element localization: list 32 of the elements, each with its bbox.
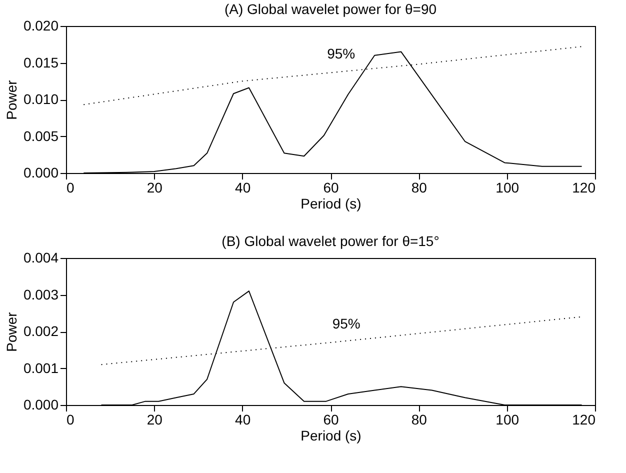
- x-tick-label: 80: [411, 180, 428, 196]
- x-axis-title: Period (s): [300, 428, 362, 444]
- x-tick-label: 100: [496, 180, 520, 196]
- y-tick-label: 0.003: [23, 286, 59, 302]
- chart-title: (A) Global wavelet power for θ=90: [224, 1, 437, 17]
- x-tick-label: 100: [496, 412, 520, 428]
- y-tick-label: 0.000: [23, 396, 59, 412]
- y-tick-label: 0.002: [23, 323, 59, 339]
- x-tick-label: 0: [66, 412, 74, 428]
- y-tick-label: 0.005: [23, 128, 59, 144]
- y-axis-title: Power: [3, 80, 20, 120]
- y-tick-label: 0.020: [23, 18, 59, 34]
- y-tick-label: 0.010: [23, 91, 59, 107]
- annotation: 95%: [327, 45, 356, 62]
- x-tick-label: 80: [411, 412, 428, 428]
- y-tick-label: 0.015: [23, 54, 59, 70]
- x-tick-label: 120: [572, 412, 596, 428]
- x-tick-label: 60: [323, 180, 339, 196]
- y-axis-title: Power: [3, 312, 20, 352]
- y-tick-label: 0.004: [23, 250, 59, 266]
- x-tick-label: 20: [146, 180, 163, 196]
- x-tick-label: 40: [235, 412, 251, 428]
- y-tick-label: 0.001: [23, 360, 59, 376]
- chart-title: (B) Global wavelet power for θ=15°: [222, 233, 440, 249]
- x-tick-label: 120: [572, 180, 596, 196]
- x-tick-label: 40: [235, 180, 251, 196]
- x-tick-label: 60: [323, 412, 339, 428]
- x-axis-title: Period (s): [300, 196, 362, 212]
- x-tick-label: 0: [66, 180, 74, 196]
- y-tick-label: 0.000: [23, 164, 59, 180]
- annotation: 95%: [332, 316, 360, 332]
- x-tick-label: 20: [146, 412, 163, 428]
